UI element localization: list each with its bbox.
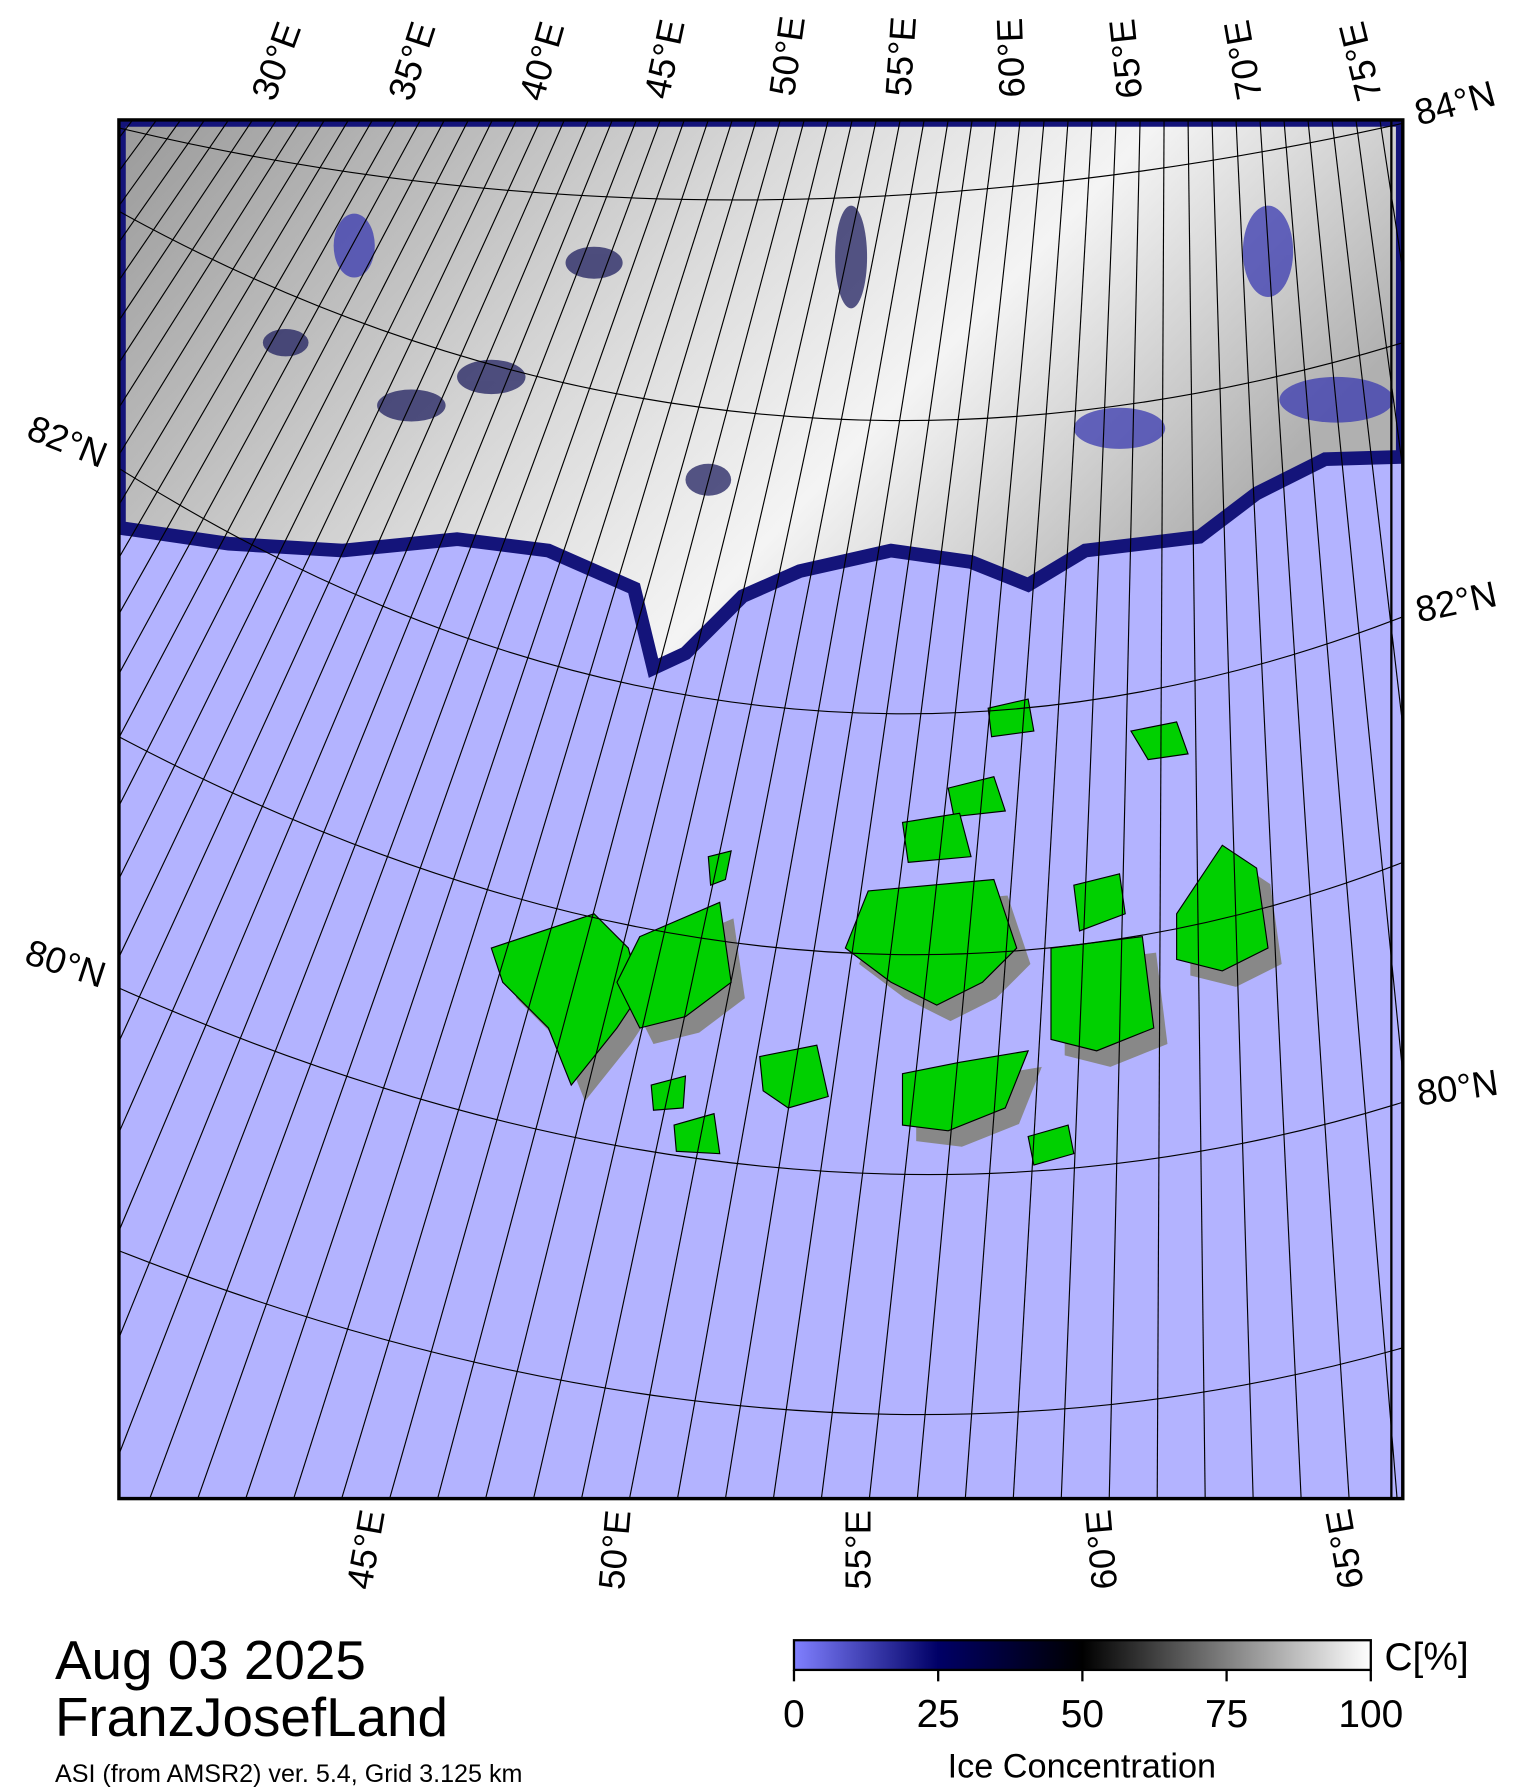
meridian [580, 119, 877, 1499]
meridian [118, 119, 278, 364]
meridian [118, 119, 421, 676]
map-edge [1390, 118, 1404, 1500]
top-lon-label: 65°E [1101, 17, 1150, 101]
top-lon-label: 75°E [1331, 18, 1390, 105]
meridian [118, 119, 613, 1340]
meridian [118, 119, 397, 616]
meridian [485, 119, 829, 1499]
meridian [1283, 119, 1398, 1499]
top-lon-label: 50°E [761, 14, 813, 99]
meridian [1211, 119, 1254, 1499]
graticule [0, 119, 1516, 1499]
meridian [1012, 119, 1093, 1499]
meridian [118, 119, 589, 1233]
meridian [118, 119, 373, 559]
date: Aug 03 2025 [55, 1629, 366, 1691]
top-lon-label: 45°E [636, 16, 693, 102]
meridian [1500, 120, 1516, 1499]
meridian [118, 119, 134, 140]
sea-ice [118, 119, 1403, 678]
meridian [1235, 119, 1302, 1499]
meridian [532, 119, 853, 1499]
meridian [964, 119, 1069, 1499]
meridian [772, 119, 973, 1499]
meridian [916, 119, 1045, 1499]
meridian [628, 119, 901, 1499]
bottom-lon-label: 60°E [1077, 1508, 1125, 1591]
meridian [118, 119, 350, 506]
bottom-lon-label: 65°E [1318, 1506, 1372, 1592]
top-lon-label: 70°E [1216, 17, 1270, 103]
meridian [1187, 119, 1206, 1499]
left-lat-label: 82°N [22, 407, 113, 476]
meridian [1156, 119, 1165, 1499]
meridian [118, 119, 541, 1043]
source: ASI (from AMSR2) ver. 5.4, Grid 3.125 km [55, 1760, 522, 1788]
meridian [118, 119, 637, 1456]
bottom-lon-label: 50°E [591, 1508, 639, 1591]
meridian [1404, 120, 1516, 1499]
meridian [820, 119, 997, 1499]
colorbar-tick-label: 100 [1338, 1693, 1403, 1736]
meridian [197, 119, 685, 1499]
meridian [0, 120, 85, 1499]
meridian [437, 119, 805, 1499]
top-lon-label: 55°E [878, 15, 924, 97]
right-lat-label: 80°N [1414, 1062, 1501, 1114]
colorbar-unit: C[%] [1385, 1636, 1469, 1679]
right-lat-label: 82°N [1412, 573, 1500, 630]
islands [490, 698, 1282, 1166]
map-area [0, 119, 1516, 1499]
top-lon-label: 40°E [511, 17, 572, 105]
top-lon-label: 35°E [380, 17, 444, 105]
region: FranzJosefLand [55, 1686, 448, 1748]
meridian [0, 120, 61, 1499]
meridian [1060, 119, 1117, 1499]
meridian [118, 119, 326, 456]
meridian [1307, 119, 1403, 1080]
meridian [118, 119, 517, 959]
bottom-lon-label: 45°E [339, 1507, 393, 1593]
bottom-lon-label: 55°E [838, 1510, 879, 1590]
meridian [1331, 119, 1403, 732]
meridian [1428, 120, 1516, 1499]
meridian [1108, 119, 1141, 1499]
meridian [118, 119, 302, 409]
colorbar-tick-label: 75 [1205, 1693, 1248, 1736]
colorbar [792, 1639, 1372, 1672]
left-lat-label: 80°N [21, 931, 111, 995]
meridian [676, 119, 925, 1499]
meridian [0, 120, 109, 1499]
colorbar-tick-label: 50 [1061, 1693, 1104, 1736]
right-lat-label: 84°N [1410, 73, 1500, 134]
meridian [0, 120, 37, 1499]
meridian [118, 119, 565, 1134]
meridian [245, 119, 709, 1499]
colorbar-tick-label: 25 [917, 1693, 960, 1736]
meridian [341, 119, 757, 1499]
meridian [1259, 119, 1350, 1499]
meridian [389, 119, 781, 1499]
meridian [293, 119, 733, 1499]
meridian [1355, 119, 1403, 474]
meridian [118, 119, 493, 881]
colorbar-tick-label: 0 [783, 1693, 805, 1736]
top-lon-label: 30°E [243, 17, 309, 106]
meridian [724, 119, 949, 1499]
meridian [1452, 120, 1516, 1499]
meridian [118, 119, 469, 808]
meridian [1476, 120, 1516, 1499]
meridian [0, 120, 13, 1499]
colorbar-label: Ice Concentration [948, 1747, 1216, 1785]
meridian [868, 119, 1021, 1499]
meridian [149, 119, 661, 1499]
top-lon-label: 60°E [989, 17, 1033, 98]
meridian [118, 119, 445, 739]
